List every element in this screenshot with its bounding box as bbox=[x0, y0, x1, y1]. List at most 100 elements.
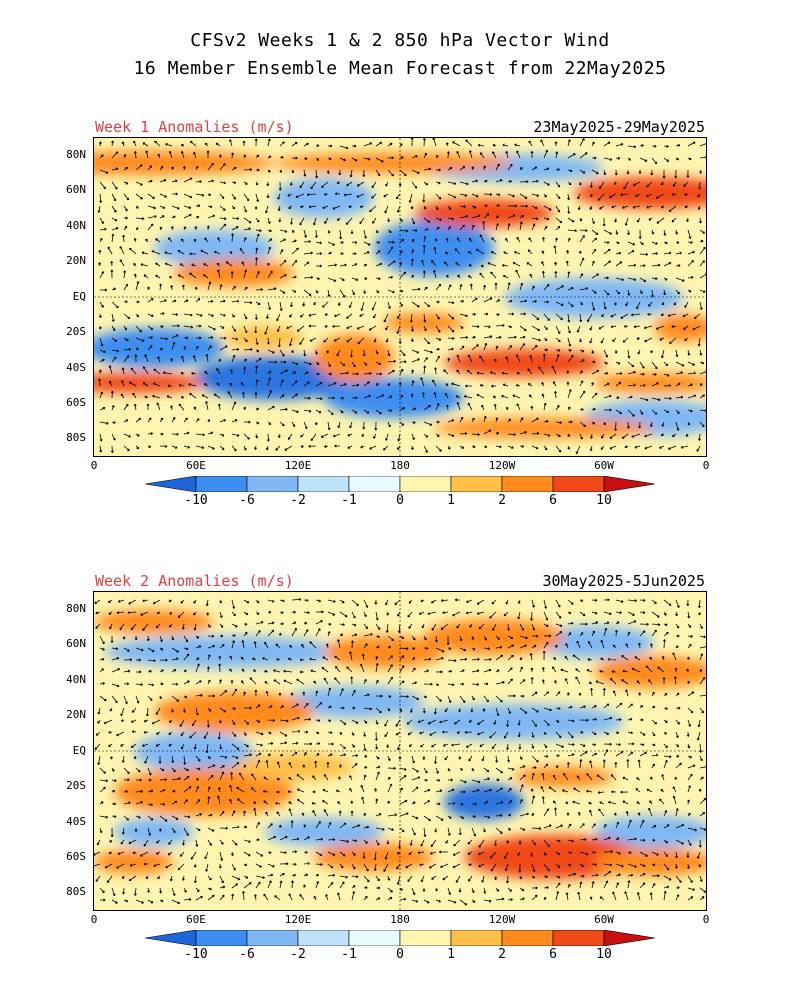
wind-vector bbox=[219, 181, 227, 185]
wind-vector bbox=[387, 827, 394, 831]
wind-vector bbox=[495, 707, 500, 717]
wind-vector bbox=[627, 229, 630, 236]
wind-vector bbox=[639, 384, 646, 387]
wind-vector bbox=[427, 719, 437, 725]
wind-vector bbox=[99, 657, 105, 661]
wind-vector bbox=[265, 811, 269, 817]
wind-vector bbox=[267, 287, 277, 291]
wind-vector bbox=[453, 839, 461, 847]
wind-vector bbox=[555, 691, 561, 697]
wind-vector bbox=[314, 760, 318, 769]
wind-vector bbox=[663, 361, 669, 367]
wind-vector bbox=[567, 433, 570, 437]
wind-vector bbox=[494, 839, 497, 846]
wind-vector bbox=[591, 862, 597, 866]
wind-vector bbox=[636, 777, 641, 781]
wind-vector bbox=[543, 205, 552, 211]
wind-vector bbox=[183, 346, 187, 351]
wind-vector bbox=[279, 238, 286, 243]
wind-vector bbox=[481, 404, 485, 411]
colorbar-swatch bbox=[399, 475, 452, 493]
wind-vector bbox=[427, 611, 437, 616]
wind-vector bbox=[387, 260, 396, 267]
wind-vector bbox=[231, 623, 238, 628]
wind-vector bbox=[423, 167, 432, 171]
wind-vector bbox=[451, 382, 461, 387]
wind-vector bbox=[133, 140, 137, 147]
wind-vector bbox=[411, 755, 415, 764]
wind-vector bbox=[519, 635, 528, 640]
wind-vector bbox=[590, 433, 593, 439]
wind-vector bbox=[607, 657, 617, 661]
colorbar-swatch bbox=[297, 475, 350, 493]
wind-vector bbox=[447, 325, 455, 333]
wind-vector bbox=[202, 274, 209, 279]
wind-vector bbox=[589, 325, 593, 331]
wind-vector bbox=[651, 382, 659, 387]
wind-vector bbox=[119, 246, 125, 255]
wind-vector bbox=[324, 313, 329, 316]
wind-vector bbox=[205, 401, 209, 411]
wind-vector bbox=[183, 669, 187, 673]
wind-vector bbox=[603, 742, 612, 746]
wind-vector bbox=[543, 337, 548, 341]
wind-vector bbox=[253, 894, 257, 901]
wind-vector bbox=[506, 743, 510, 750]
wind-vector bbox=[505, 237, 509, 243]
wind-vector bbox=[627, 241, 636, 246]
wind-vector bbox=[135, 313, 140, 318]
wind-vector bbox=[615, 702, 623, 709]
wind-vector bbox=[363, 863, 369, 872]
wind-vector bbox=[471, 815, 476, 818]
wind-vector bbox=[219, 336, 227, 340]
wind-vector bbox=[483, 325, 491, 329]
wind-vector bbox=[303, 752, 307, 757]
wind-vector bbox=[255, 181, 259, 186]
wind-vector bbox=[567, 354, 574, 363]
wind-vector bbox=[651, 289, 654, 298]
wind-vector bbox=[240, 382, 245, 387]
wind-vector bbox=[243, 611, 249, 616]
wind-vector bbox=[159, 312, 165, 316]
wind-vector bbox=[591, 169, 599, 175]
wind-vector bbox=[171, 635, 175, 641]
wind-vector bbox=[128, 381, 137, 387]
wind-vector bbox=[577, 891, 581, 901]
wind-vector bbox=[207, 445, 215, 450]
wind-vector bbox=[315, 851, 323, 857]
wind-vector bbox=[183, 767, 189, 772]
wind-vector bbox=[170, 707, 174, 713]
wind-vector bbox=[231, 634, 236, 637]
wind-vector bbox=[519, 312, 526, 316]
wind-vector bbox=[231, 599, 236, 609]
wind-vector bbox=[288, 808, 293, 817]
wind-vector bbox=[327, 289, 331, 297]
wind-vector bbox=[273, 669, 281, 673]
wind-vector bbox=[687, 691, 695, 697]
wind-vector bbox=[250, 787, 257, 793]
wind-vector bbox=[530, 851, 534, 857]
wind-vector bbox=[231, 337, 239, 341]
wind-vector bbox=[411, 421, 416, 424]
wind-vector bbox=[579, 433, 583, 440]
wind-vector bbox=[231, 193, 236, 200]
wind-vector bbox=[303, 622, 308, 625]
wind-vector bbox=[435, 683, 440, 686]
wind-vector bbox=[686, 656, 690, 661]
wind-vector bbox=[423, 337, 430, 345]
wind-vector bbox=[111, 779, 117, 783]
wind-vector bbox=[553, 657, 557, 661]
wind-vector bbox=[195, 827, 201, 832]
wind-vector bbox=[603, 823, 607, 829]
wind-vector bbox=[290, 217, 293, 225]
wind-vector bbox=[219, 679, 222, 685]
wind-vector bbox=[627, 742, 635, 746]
wind-vector bbox=[109, 839, 113, 843]
wind-vector bbox=[135, 899, 144, 904]
wind-vector bbox=[599, 669, 605, 673]
wind-vector bbox=[633, 325, 641, 329]
wind-vector bbox=[519, 623, 525, 631]
wind-vector bbox=[598, 808, 605, 817]
wind-vector bbox=[623, 324, 629, 328]
wind-vector bbox=[288, 776, 293, 781]
